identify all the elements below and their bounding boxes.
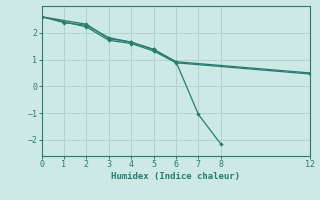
X-axis label: Humidex (Indice chaleur): Humidex (Indice chaleur) (111, 172, 241, 181)
